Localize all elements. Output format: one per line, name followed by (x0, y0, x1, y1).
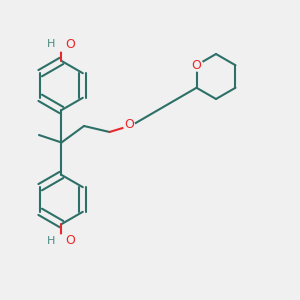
Text: O: O (65, 38, 75, 51)
Text: H: H (46, 39, 55, 50)
Text: H: H (46, 236, 55, 246)
Text: O: O (124, 118, 134, 131)
Text: O: O (65, 234, 75, 247)
Text: O: O (192, 59, 202, 72)
